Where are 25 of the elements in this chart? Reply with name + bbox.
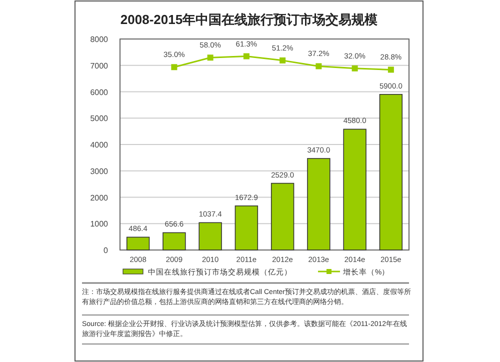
y-tick-label: 8000 (90, 35, 109, 44)
y-tick-label: 0 (104, 246, 109, 255)
point (352, 65, 358, 72)
bar (270, 182, 294, 250)
bar (126, 236, 150, 250)
bar (379, 94, 403, 250)
point (207, 54, 214, 61)
bar (234, 205, 258, 250)
point (280, 57, 286, 64)
y-tick-label: 2000 (90, 193, 109, 202)
bar (307, 158, 330, 250)
point (316, 63, 322, 70)
point (243, 53, 250, 60)
point (171, 64, 178, 70)
y-tick-label: 3000 (90, 166, 109, 176)
point (388, 66, 394, 73)
y-tick-label: 5000 (90, 114, 109, 124)
y-tick-label: 4000 (90, 140, 109, 150)
bar (343, 128, 366, 250)
bar (198, 222, 222, 250)
y-tick-label: 6000 (90, 88, 109, 97)
bar (162, 232, 186, 250)
y-tick-label: 7000 (90, 61, 109, 70)
chart-title: 2008-2015年中国在线旅行预订市场交易规模 (120, 12, 378, 27)
y-tick-label: 1000 (90, 220, 109, 229)
